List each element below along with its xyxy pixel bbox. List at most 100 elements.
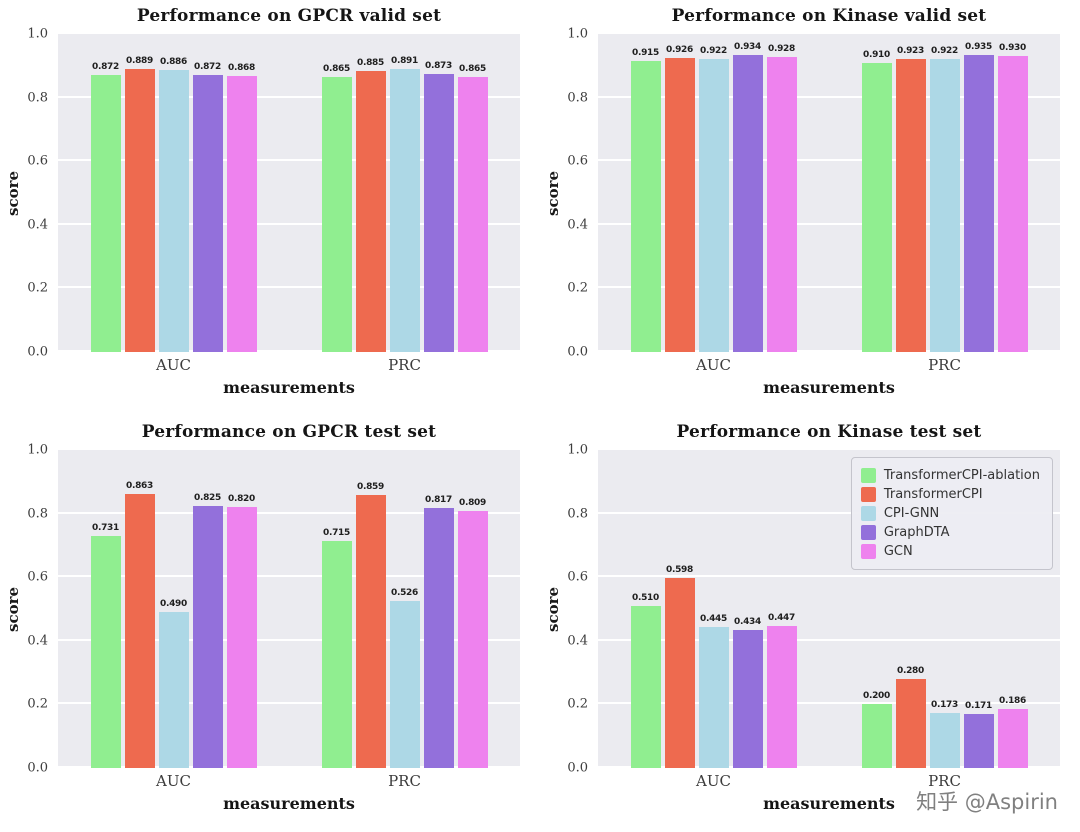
bar-value-label: 0.510 [632, 592, 659, 603]
gridline [58, 448, 520, 450]
y-tick-label: 0.6 [567, 153, 588, 169]
legend: TransformerCPI-ablation TransformerCPI CPI… [850, 457, 1053, 570]
bar-value-label: 0.872 [194, 61, 221, 72]
bar-value-label: 0.859 [357, 481, 384, 492]
bar-group-prc: 0.200 0.280 0.173 0.171 0.186 [860, 450, 1030, 768]
y-tick-label: 1.0 [27, 26, 48, 42]
bar-transformercpi: 0.280 [895, 666, 926, 768]
bar-group-prc: 0.910 0.923 0.922 0.935 0.930 [860, 34, 1030, 352]
y-tick-label: 1.0 [567, 26, 588, 42]
bar-value-label: 0.434 [734, 617, 761, 627]
bar-transformercpi: 0.923 [895, 46, 926, 352]
legend-label: TransformerCPI [883, 487, 983, 502]
bar-graphdta: 0.873 [423, 61, 454, 352]
bar-group-auc: 0.915 0.926 0.922 0.934 0.928 [629, 34, 799, 352]
x-axis-ticks: AUC PRC [598, 356, 1060, 376]
y-tick-label: 0.8 [27, 90, 48, 106]
bar-value-label: 0.886 [160, 57, 187, 68]
bar-value-label: 0.186 [999, 695, 1026, 706]
y-tick-label: 0.2 [567, 280, 588, 296]
bar-value-label: 0.598 [666, 564, 693, 575]
y-tick-label: 0.2 [27, 696, 48, 712]
bar-value-label: 0.200 [863, 691, 890, 702]
bar-group-auc: 0.731 0.863 0.490 0.825 0.820 [89, 450, 259, 768]
gridline [598, 286, 1060, 289]
legend-label: GraphDTA [883, 525, 950, 540]
legend-label: TransformerCPI-ablation [883, 468, 1040, 483]
gridline [598, 222, 1060, 225]
chart-title: Performance on GPCR valid set [136, 6, 442, 26]
y-tick-label: 0.0 [567, 760, 588, 776]
legend-swatch [860, 544, 876, 559]
bar-value-label: 0.526 [391, 587, 418, 598]
y-tick-label: 0.4 [27, 633, 48, 649]
y-tick-label: 0.8 [567, 506, 588, 522]
chart-title: Performance on GPCR test set [141, 422, 437, 442]
x-axis-ticks: AUC PRC [58, 772, 520, 792]
x-tick-label: PRC [928, 356, 961, 374]
x-tick-label: AUC [696, 356, 731, 374]
y-tick-label: 0.8 [27, 506, 48, 522]
bar-graphdta: 0.434 [732, 617, 763, 768]
bar-transformercpi: 0.889 [124, 56, 155, 352]
y-tick-label: 0.2 [567, 696, 588, 712]
bar-value-label: 0.934 [734, 42, 761, 52]
bar-value-label: 0.922 [700, 45, 727, 56]
y-tick-label: 0.2 [27, 280, 48, 296]
bar-graphdta: 0.872 [192, 62, 223, 352]
bar-value-label: 0.928 [768, 43, 795, 54]
bar-transformercpi-ablation: 0.910 [861, 50, 892, 352]
chart-gpcr-test: Performance on GPCR test set score 0.0 0.… [0, 416, 540, 832]
bar-transformercpi-ablation: 0.915 [630, 48, 661, 352]
plot-area: 0.872 0.889 0.886 0.872 0.868 0.865 0.885 0.891… [58, 32, 520, 352]
y-tick-label: 1.0 [567, 442, 588, 458]
bar-value-label: 0.922 [931, 45, 958, 56]
bar-group-prc: 0.865 0.885 0.891 0.873 0.865 [320, 34, 490, 352]
x-axis-label: measurements [223, 378, 355, 397]
gridline [598, 575, 1060, 578]
gridline [598, 448, 1060, 450]
bar-value-label: 0.923 [897, 45, 924, 56]
gridline [598, 350, 1060, 352]
bar-value-label: 0.825 [194, 492, 221, 503]
bar-transformercpi-ablation: 0.200 [861, 691, 892, 768]
bar-value-label: 0.863 [126, 480, 153, 491]
bar-cpi-gnn: 0.526 [389, 588, 420, 768]
bar-value-label: 0.490 [160, 599, 187, 610]
bar-group-prc: 0.715 0.859 0.526 0.817 0.809 [320, 450, 490, 768]
gridline [58, 511, 520, 514]
plot-area: 0.915 0.926 0.922 0.934 0.928 0.910 0.923 0.922… [598, 32, 1060, 352]
bar-value-label: 0.280 [897, 665, 924, 676]
bar-cpi-gnn: 0.922 [929, 46, 960, 352]
plot-area: 0.510 0.598 0.445 0.434 0.447 0.200 0.280 0.173… [598, 448, 1060, 768]
bar-group-auc: 0.872 0.889 0.886 0.872 0.868 [89, 34, 259, 352]
gridline [58, 638, 520, 641]
bar-gcn: 0.868 [226, 63, 257, 352]
legend-entry: GraphDTA [860, 525, 1040, 540]
bar-cpi-gnn: 0.922 [698, 46, 729, 352]
bar-value-label: 0.731 [92, 522, 119, 533]
bar-value-label: 0.817 [425, 495, 452, 506]
bar-graphdta: 0.825 [192, 493, 223, 768]
bar-value-label: 0.885 [357, 57, 384, 68]
gridline [598, 32, 1060, 34]
bar-graphdta: 0.171 [963, 701, 994, 768]
bar-transformercpi: 0.863 [124, 481, 155, 768]
gridline [598, 702, 1060, 705]
y-axis-ticks: 0.0 0.2 0.4 0.6 0.8 1.0 [540, 443, 594, 776]
bar-graphdta: 0.935 [963, 42, 994, 352]
y-tick-label: 0.0 [567, 344, 588, 360]
chart-gpcr-valid: Performance on GPCR valid set score 0.0 0… [0, 0, 540, 416]
y-tick-label: 0.4 [567, 217, 588, 233]
legend-entry: CPI-GNN [860, 506, 1040, 521]
y-tick-label: 0.4 [567, 633, 588, 649]
x-tick-label: PRC [928, 772, 961, 790]
bar-value-label: 0.891 [391, 55, 418, 66]
bar-transformercpi-ablation: 0.510 [630, 593, 661, 768]
legend-entry: GCN [860, 544, 1040, 559]
legend-label: CPI-GNN [883, 506, 940, 521]
chart-kinase-test: Performance on Kinase test set score 0.0… [540, 416, 1080, 832]
bar-transformercpi: 0.926 [664, 45, 695, 352]
y-tick-label: 0.4 [27, 217, 48, 233]
bar-cpi-gnn: 0.886 [158, 57, 189, 352]
